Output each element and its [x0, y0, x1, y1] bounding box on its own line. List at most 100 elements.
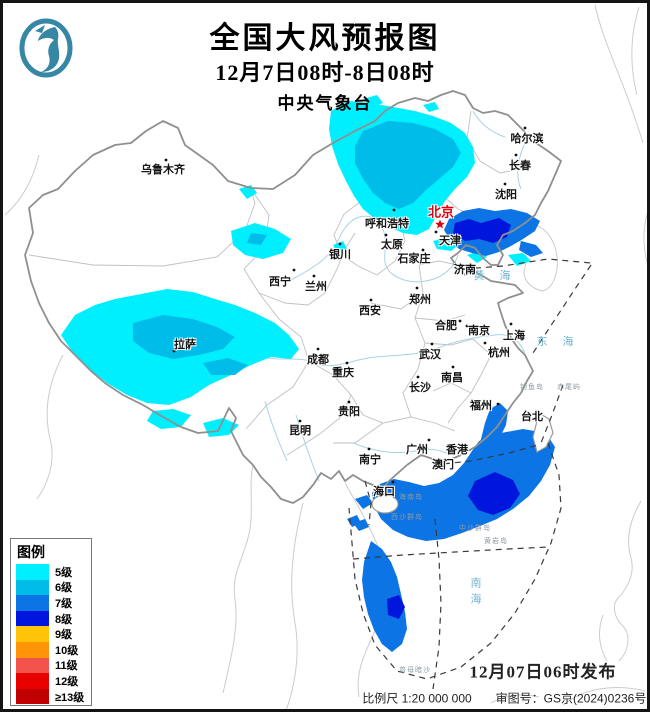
hainan-island [371, 494, 399, 514]
city-label-fuzhou: 福州 [470, 400, 492, 412]
island-label-hainandao: 海南岛 [399, 494, 423, 501]
sea-label-yellow-sea: 黄 海 [473, 270, 517, 282]
city-dot [391, 480, 395, 484]
legend-swatch-11 [16, 657, 49, 674]
city-dot [298, 419, 302, 423]
legend-row: 10级 [16, 641, 91, 658]
legend: 图例 5级 6级 7级 8级 9级 10级 11级 [10, 538, 92, 706]
city-label-chongqing: 重庆 [332, 367, 354, 379]
city-dot [496, 402, 500, 406]
city-label-urumqi: 乌鲁木齐 [141, 164, 185, 176]
city-label-xian: 西安 [359, 305, 381, 317]
legend-swatch-5 [16, 564, 49, 580]
city-dot [503, 182, 507, 186]
agency-name: 中央气象台 [277, 94, 373, 113]
legend-swatch-8 [16, 610, 49, 627]
island-label-diaoyu: 钓鱼岛 [520, 384, 544, 391]
sea-label-east-china-sea: 东 海 [536, 336, 580, 348]
city-dot [164, 158, 168, 162]
legend-label: 6级 [55, 582, 73, 595]
legend-swatch-12 [16, 673, 49, 689]
city-label-guiyang: 贵阳 [338, 406, 360, 418]
approval-number: 审图号：GS京(2024)0236号 [495, 691, 647, 706]
china-map [4, 4, 647, 709]
legend-title: 图例 [17, 544, 45, 560]
wind-area-level8 [387, 218, 520, 619]
city-label-changsha: 长沙 [409, 382, 431, 394]
city-label-yinchuan: 银川 [329, 249, 351, 261]
city-dot [509, 322, 513, 326]
legend-label: 8级 [55, 613, 73, 626]
national-border [24, 90, 562, 504]
city-dot [369, 298, 373, 302]
city-dot [172, 349, 176, 353]
wind-area-level6 [133, 121, 461, 375]
city-dot [392, 208, 396, 212]
sea-label-south-china-sea: 南海 [469, 577, 481, 609]
city-label-kunming: 昆明 [289, 425, 311, 437]
city-label-hangzhou: 杭州 [488, 347, 510, 359]
city-dot [384, 233, 388, 237]
legend-swatch-9 [16, 626, 49, 642]
island-label-huangyan: 黄岩岛 [484, 538, 508, 545]
legend-row: 8级 [16, 610, 91, 627]
city-dot [453, 262, 457, 266]
city-label-shenyang: 沈阳 [495, 189, 517, 201]
city-label-jinan: 济南 [454, 264, 476, 276]
city-dot [367, 447, 371, 451]
city-dot [416, 375, 420, 379]
publish-time: 12月07日06时发布 [469, 662, 617, 682]
city-dot [427, 438, 431, 442]
city-dot [415, 286, 419, 290]
maritime-dashed-lines [348, 258, 592, 690]
city-label-zhengzhou: 郑州 [409, 294, 431, 306]
cma-logo [15, 11, 77, 88]
city-dot [432, 460, 436, 464]
city-label-macau: 澳门 [432, 459, 454, 471]
city-label-guangzhou: 广州 [406, 444, 428, 456]
legend-row: 12级 [16, 673, 91, 689]
legend-label: 12级 [55, 675, 79, 688]
city-dot [434, 230, 438, 234]
city-dot [430, 342, 434, 346]
island-label-chiwei: 赤尾屿 [557, 384, 581, 391]
page-title: 全国大风预报图 [209, 22, 441, 55]
cma-dragon-icon [19, 18, 73, 78]
legend-label: 10级 [55, 644, 79, 657]
city-dot [292, 268, 296, 272]
city-dot [451, 365, 455, 369]
page-subtitle: 12月7日08时-8日08时 [215, 60, 435, 85]
legend-row: 7级 [16, 595, 91, 611]
city-label-chengdu: 成都 [307, 354, 329, 366]
city-dot [421, 248, 425, 252]
city-label-tianjin: 天津 [439, 235, 461, 247]
legend-label: 7级 [55, 597, 73, 610]
island-label-xisha: 西沙群岛 [391, 514, 423, 521]
city-label-nanjing: 南京 [468, 325, 490, 337]
legend-label: ≥13级 [55, 691, 85, 704]
island-label-zengmu: 曾母暗沙 [399, 667, 431, 674]
city-dot [345, 361, 349, 365]
island-outlines [371, 412, 554, 514]
city-label-wuhan: 武汉 [419, 349, 441, 361]
city-label-hongkong: 香港 [446, 444, 468, 456]
city-dot [465, 324, 469, 328]
legend-label: 5级 [55, 566, 73, 579]
city-dot [347, 400, 351, 404]
city-dot [483, 341, 487, 345]
city-label-nanchang: 南昌 [441, 372, 463, 384]
city-dot [448, 451, 452, 455]
city-label-hohhot: 呼和浩特 [365, 218, 409, 230]
city-dot [316, 347, 320, 351]
taiwan-island [532, 412, 554, 453]
city-label-changchun: 长春 [509, 160, 531, 172]
city-label-harbin: 哈尔滨 [510, 133, 544, 145]
city-label-haikou: 海口 [373, 486, 395, 498]
legend-row: 5级 [16, 564, 91, 580]
city-label-beijing: 北京 [427, 204, 455, 220]
legend-row: 11级 [16, 657, 91, 674]
city-label-taipei: 台北 [521, 411, 543, 423]
city-label-shanghai: 上海 [503, 330, 525, 342]
city-label-lhasa: 拉萨 [174, 339, 196, 351]
legend-row: 6级 [16, 579, 91, 596]
